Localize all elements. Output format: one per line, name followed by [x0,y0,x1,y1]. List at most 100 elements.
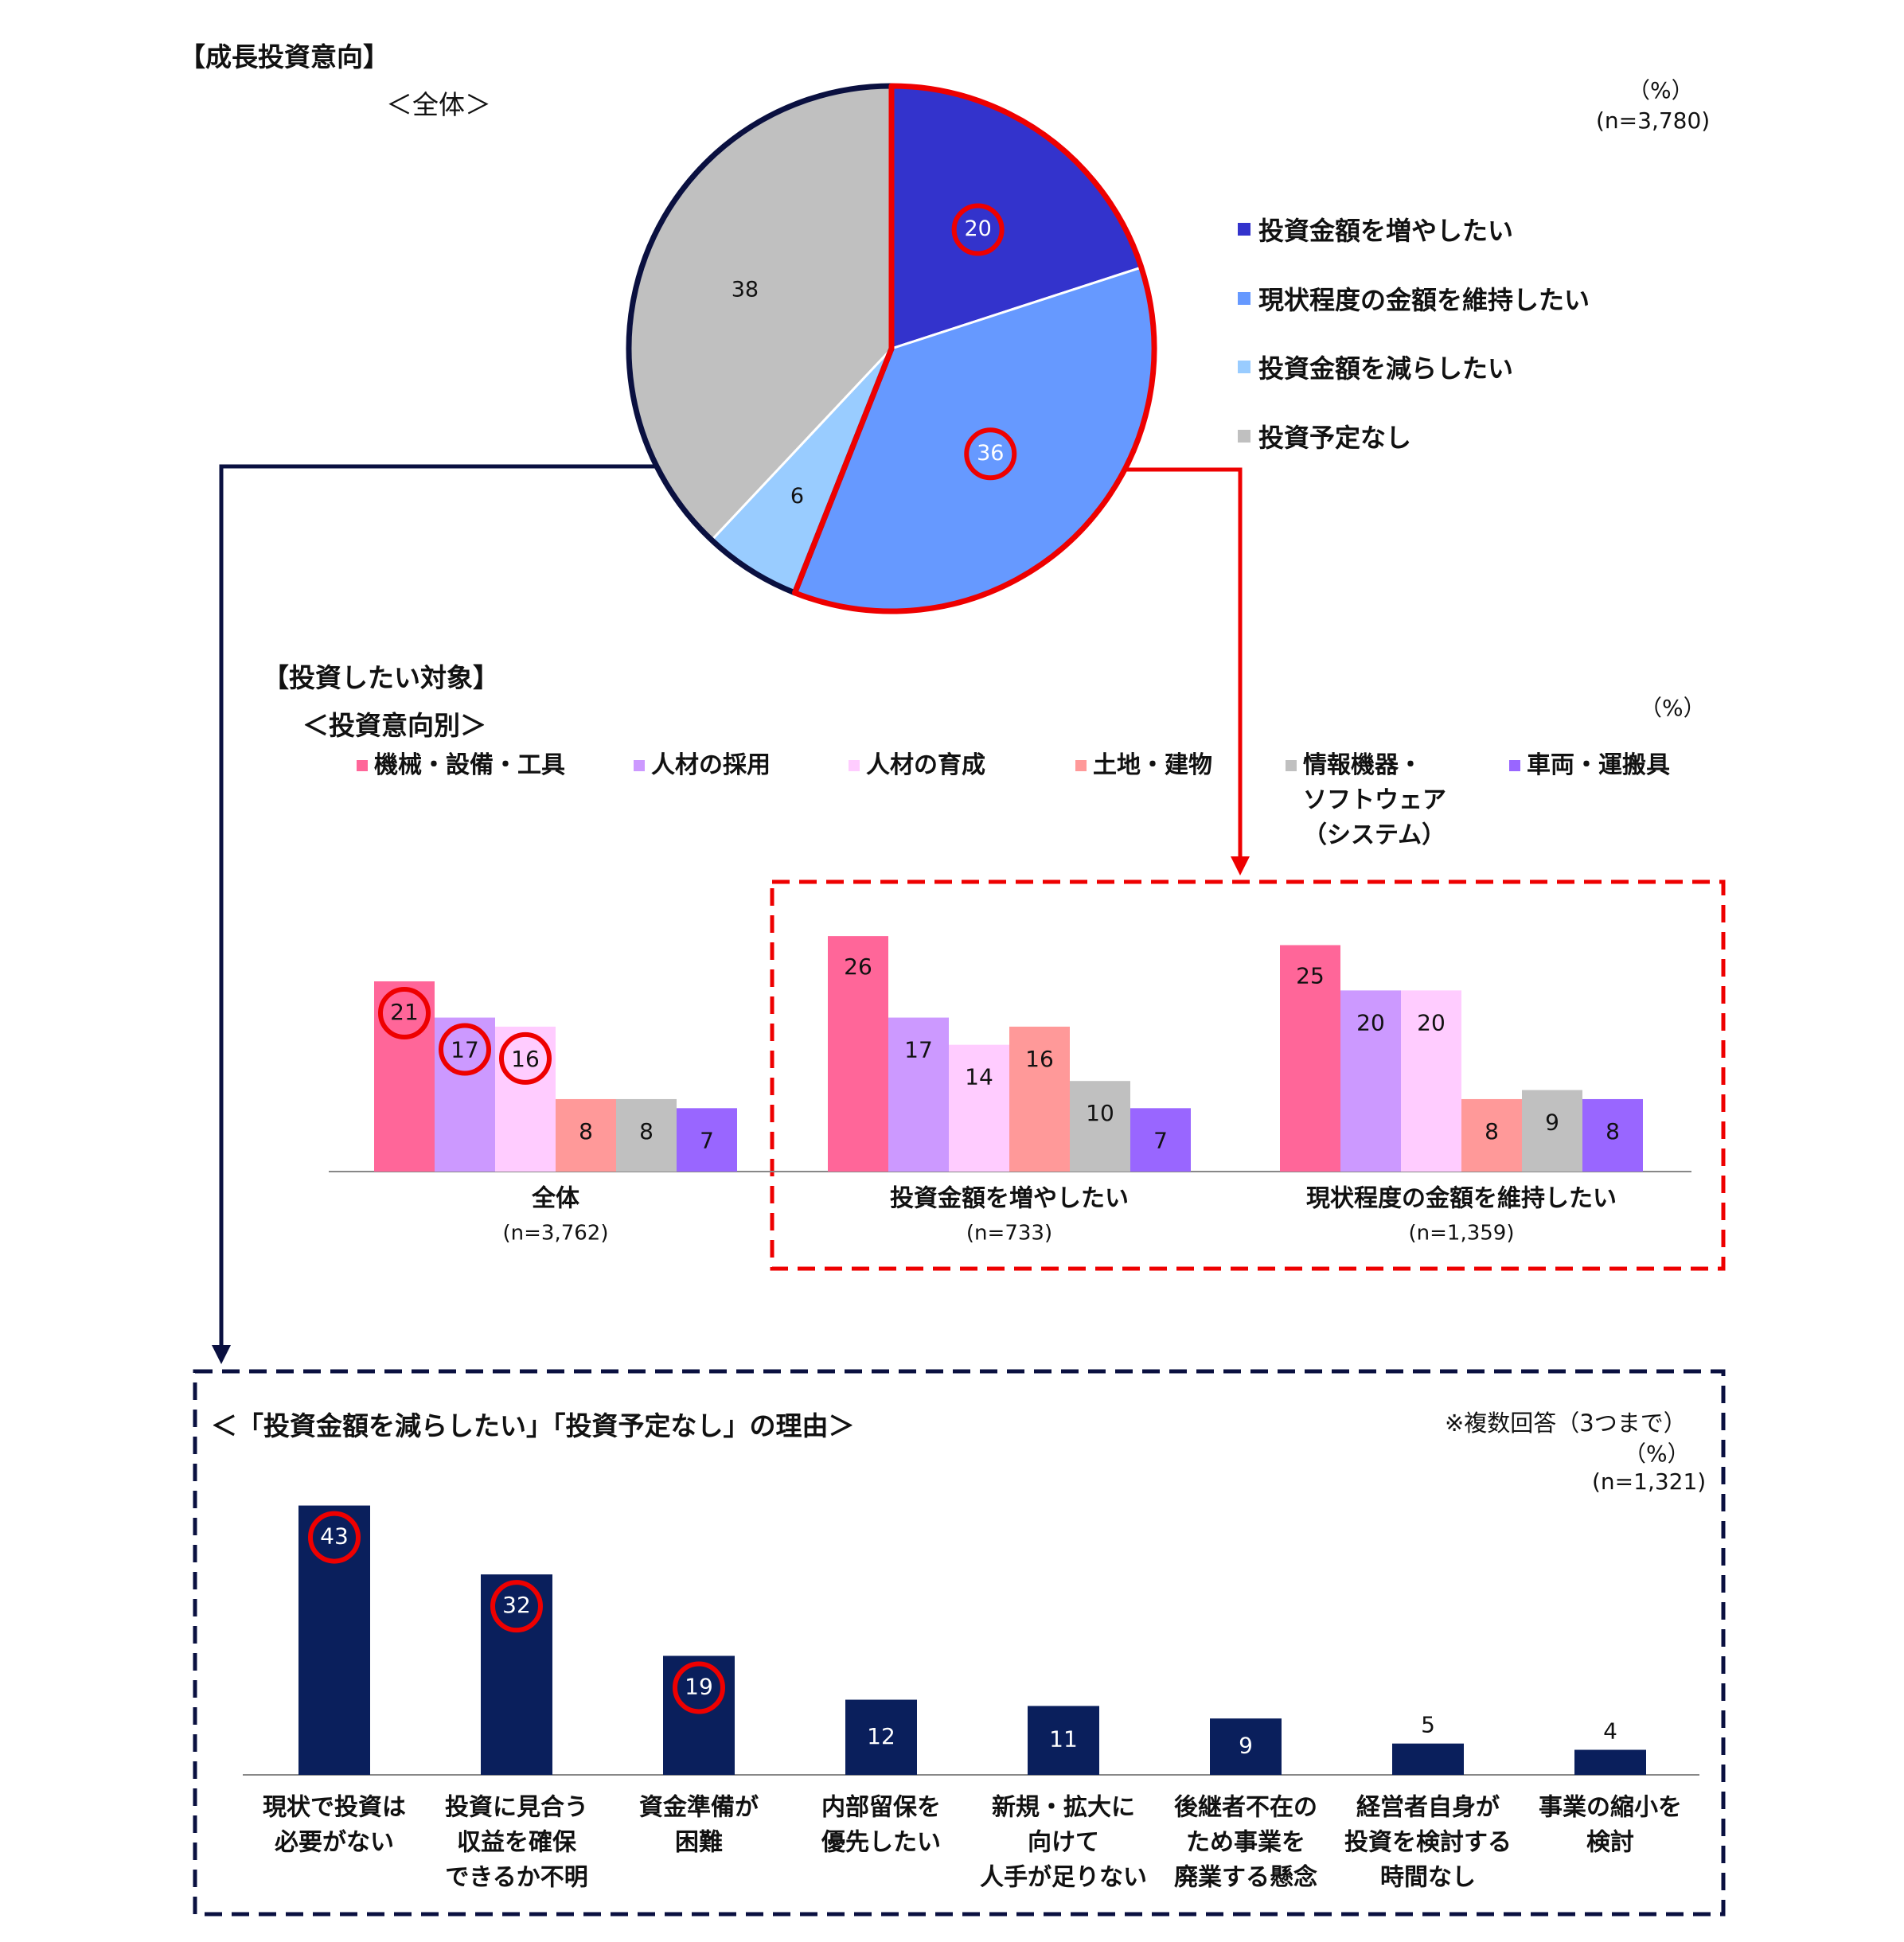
pie-legend-item: 投資金額を増やしたい [1238,211,1513,248]
highlight-circle [673,1661,725,1714]
category-label: 検討 [1586,1829,1634,1857]
bar [616,1098,677,1172]
category-label: 投資金額を増やしたい [890,1185,1129,1213]
pie-outline-increase-maintain [792,83,1157,614]
legend-swatch [1238,223,1250,236]
category-label: 資金準備が [639,1794,759,1822]
category-label: ため事業を [1186,1829,1305,1857]
bar [663,1655,735,1775]
pie-value-label: 20 [964,216,991,241]
bar [1401,990,1461,1172]
bar-value-label: 9 [1545,1109,1559,1136]
category-label: 必要がない [275,1829,394,1857]
group-legend-item: 車両・運搬具 [1509,748,1670,783]
growth-subtitle: ＜全体＞ [386,89,491,120]
legend-label: 人材の育成 [866,748,985,783]
pie-value-label: 36 [977,441,1004,466]
highlight-circle [951,203,1005,256]
category-label: 新規・拡大に [992,1794,1135,1822]
pie-value-label: 6 [790,484,804,509]
legend-label: 車両・運搬具 [1527,748,1670,783]
category-label: 経営者自身が [1356,1794,1500,1822]
bar-value-label: 17 [451,1037,479,1063]
bar [1574,1749,1646,1775]
red-dashed-box [770,879,1726,1271]
legend-label: 現状程度の金額を維持したい [1258,285,1590,315]
bar-value-label: 16 [511,1046,540,1072]
bar [1070,1081,1130,1172]
legend-swatch [1238,430,1250,443]
legend-label: 機械・設備・工具 [374,748,565,783]
category-label: 収益を確保 [457,1829,577,1857]
category-label: 現状で投資は [263,1794,406,1822]
category-n-label: (n=733) [966,1222,1052,1246]
bar-value-label: 4 [1603,1718,1617,1745]
category-label: 現状程度の金額を維持したい [1306,1185,1617,1213]
legend-swatch [849,760,860,771]
bar [828,936,888,1172]
bar-value-label: 25 [1296,963,1325,989]
category-label: できるか不明 [445,1864,587,1892]
bar-value-label: 10 [1086,1100,1114,1126]
highlight-circle [490,1580,543,1633]
legend-label: 投資予定なし [1258,423,1412,453]
group-legend-item: 情報機器・ソフトウェア （システム） [1286,748,1446,853]
highlight-circle [439,1023,491,1076]
legend-label-line: （システム） [1303,821,1446,849]
legend-swatch [1238,361,1250,373]
category-label: 廃業する懸念 [1174,1864,1317,1892]
bar [1280,945,1340,1172]
bar [556,1098,616,1172]
connector-arrows [193,464,1726,1917]
bar-value-label: 16 [1025,1046,1054,1072]
category-n-label: (n=3,762) [503,1222,609,1246]
bar-value-label: 8 [1485,1118,1499,1145]
red-connector-line [1118,467,1243,860]
category-n-label: (n=1,359) [1409,1222,1515,1246]
bar [1582,1098,1643,1172]
bar [435,1017,495,1172]
navy-arrowhead [212,1345,231,1364]
highlight-circle [964,427,1017,481]
navy-dashed-box [193,1369,1726,1917]
legend-label-line: 機械・設備・工具 [374,751,565,779]
growth-title: 【成長投資意向】 [179,41,389,72]
legend-label-line: ソフトウェア [1303,786,1446,814]
category-label: 事業の縮小を [1539,1794,1682,1822]
pie-unit: （%） [1628,77,1694,103]
pie-legend-item: 投資予定なし [1238,418,1411,454]
legend-label: 投資金額を減らしたい [1258,353,1514,384]
grouped-bar-chart: 21 17 16 8 8 7 全体 (n=3,762) 26 17 14 16 10 7 投資金額を増やした… [329,936,1691,1246]
bar-value-label: 26 [844,953,872,980]
bar-value-label: 12 [867,1723,895,1749]
legend-label: 情報機器・ソフトウェア （システム） [1303,748,1446,853]
category-label: 困難 [675,1829,723,1857]
reasons-unit: （%） [1624,1441,1690,1467]
bar-value-label: 32 [502,1592,531,1618]
legend-swatch [634,760,645,771]
bar-value-label: 20 [1417,1009,1446,1035]
bar-value-label: 5 [1421,1712,1435,1738]
legend-label-line: 情報機器・ [1303,751,1422,779]
legend-label: 投資金額を増やしたい [1258,216,1514,246]
group-legend-item: 人材の育成 [849,748,985,783]
group-legend-item: 人材の採用 [634,748,771,783]
bar-value-label: 17 [904,1037,933,1063]
group-legend-item: 機械・設備・工具 [357,748,565,783]
bar [677,1108,737,1172]
category-label: 内部留保を [821,1794,941,1822]
targets-unit: （%） [1640,695,1706,721]
bar-value-label: 7 [1153,1127,1168,1153]
bar [1340,990,1401,1172]
reasons-n: (n=1,321) [1592,1468,1707,1495]
bar [1009,1026,1070,1172]
legend-label-line: 車両・運搬具 [1527,751,1670,779]
bar-value-label: 14 [965,1064,993,1090]
pie-chart: 20 36 6 38 [626,83,1157,614]
bar [845,1699,917,1775]
category-label: 人手が足りない [980,1864,1147,1892]
bar [888,1017,949,1172]
legend-swatch [1509,760,1520,771]
group-legend-item: 土地・建物 [1075,748,1212,783]
